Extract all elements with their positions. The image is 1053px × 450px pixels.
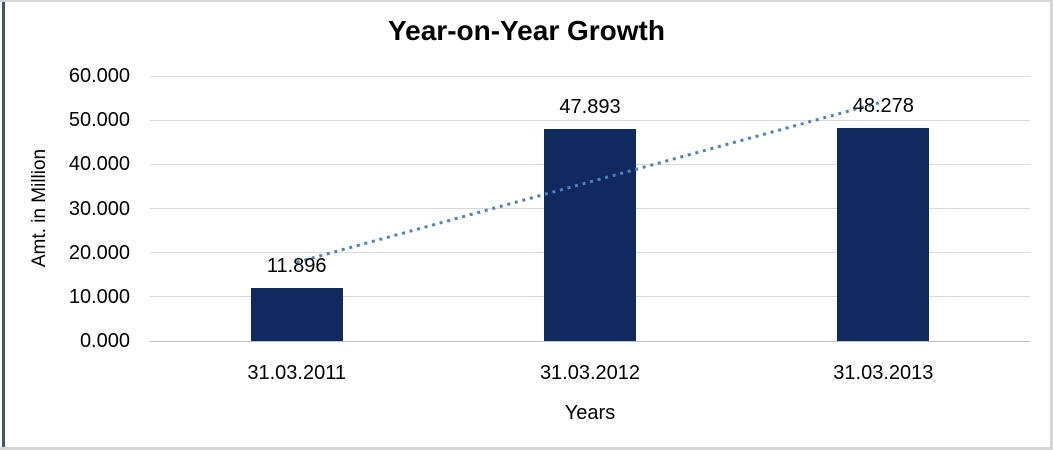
y-tick-label: 20.000 [68,241,130,264]
x-tick-label: 31.03.2013 [833,362,934,384]
y-tick-label: 60.000 [68,65,130,87]
gridline [150,119,1030,121]
frame-border-top [0,0,1053,2]
y-tick-label: 30.000 [68,197,130,220]
bar [250,288,343,341]
frame-border-right [1050,0,1053,450]
x-axis-line [150,341,1030,342]
x-tick-label: 31.03.2011 [247,362,346,384]
y-tick-label: 0.000 [79,330,130,352]
bar [544,129,636,341]
x-axis-title: Years [564,402,616,424]
chart-title: Year-on-Year Growth [388,15,665,46]
bar-value-label: 47.893 [559,96,621,119]
y-tick-label: 10.000 [68,285,130,308]
y-tick-label: 40.000 [68,153,130,176]
bar-value-label: 48.278 [852,94,914,117]
frame-border-bottom [0,447,1053,450]
gridline [150,75,1030,77]
left-accent-border [2,2,5,447]
x-tick-label: 31.03.2012 [539,362,641,384]
bar-value-label: 11.896 [266,255,327,278]
bar [837,127,930,341]
y-tick-label: 50.000 [68,109,130,132]
